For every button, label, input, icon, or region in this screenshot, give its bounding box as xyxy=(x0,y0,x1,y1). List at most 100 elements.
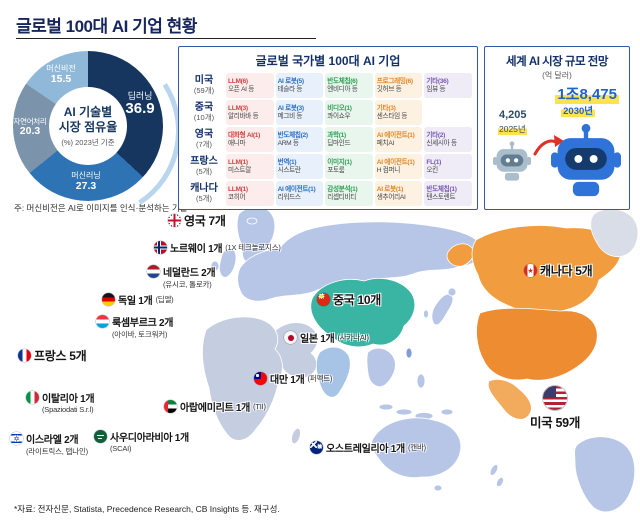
category-cell: AI 에이전트(1) H 컴퍼니 xyxy=(374,154,423,179)
company-name: 알리바바 등 xyxy=(228,112,259,120)
forecast-2030-value: 1조8,475 xyxy=(555,83,619,104)
country-label: 이스라엘 2개 xyxy=(26,435,79,446)
category-name: AI 에이전트(1) xyxy=(277,185,316,193)
category-cell: AI 로봇(5) 테슬라 등 xyxy=(275,73,324,98)
title-underline xyxy=(16,38,316,39)
category-name: LLM(1) xyxy=(228,185,248,193)
country-cell: 프랑스 (5개) xyxy=(184,154,224,179)
forecast-2030-year: 2030년 xyxy=(561,103,595,117)
usa-flag-icon xyxy=(543,386,567,410)
growth-arrow-icon xyxy=(533,135,564,156)
company-name: 깃허브 등 xyxy=(376,85,402,93)
table-row-usa: 미국 (59개) LLM(6) 오픈 AI 등 AI 로봇(5) 테슬라 등 반도체… xyxy=(184,73,472,98)
country-label: 프랑스 5개 xyxy=(34,349,87,363)
donut-footnote: 주: 머신비전은 AI로 이미지를 인식·분석하는 기술 xyxy=(14,203,188,213)
company-name: 엔비디아 등 xyxy=(327,85,358,93)
company-name: 테슬라 등 xyxy=(277,85,303,93)
company-sub: (TII) xyxy=(253,402,266,411)
company-sub: (유시코, 톨로카) xyxy=(163,280,212,289)
company-name: 페치AI xyxy=(376,139,394,147)
region-china xyxy=(310,277,416,348)
region-uk xyxy=(219,248,237,278)
company-name: 포토룸 xyxy=(327,166,345,174)
company-name: ARM 등 xyxy=(277,139,299,147)
germany-flag-icon xyxy=(102,293,115,306)
region-usa xyxy=(476,307,598,381)
japan-flag-icon xyxy=(284,331,297,344)
country-cell: 영국 (7개) xyxy=(184,127,224,152)
category-name: 프로그래밍(6) xyxy=(376,77,413,85)
category-name: AI 로봇(1) xyxy=(376,185,404,193)
category-name: LLM(3) xyxy=(228,104,248,112)
map-label-canada: 캐나다 5개 xyxy=(524,262,593,279)
company-name: 시스트란 xyxy=(277,166,301,174)
category-name: 반도체칩(6) xyxy=(327,77,358,85)
map-label-japan: 일본 1개 (사카나AI) xyxy=(284,330,369,345)
category-cell: 대화형 AI(1) 애니마 xyxy=(226,127,274,152)
forecast-title: 세계 AI 시장 규모 전망 xyxy=(506,56,608,68)
region-indonesia-2 xyxy=(395,408,413,416)
region-taiwan xyxy=(405,347,413,359)
region-nz-north xyxy=(489,464,499,476)
company-name: 생추어리AI xyxy=(376,193,406,201)
table-title: 글로벌 국가별 100대 AI 기업 xyxy=(255,54,401,68)
company-name: 리셉티비티 xyxy=(327,193,357,201)
category-cell: LLM(1) 미스트랄 xyxy=(226,154,274,179)
region-canada xyxy=(471,225,621,315)
country-cell: 미국 (59개) xyxy=(184,73,224,98)
category-cell: AI 로봇(3) 메그비 등 xyxy=(275,100,324,125)
company-name: H 컴퍼니 xyxy=(376,166,401,174)
table-row-china: 중국 (10개) LLM(3) 알리바바 등 AI 로봇(3) 메그비 등 비디오(… xyxy=(184,100,472,125)
category-cell: 기타(3) 센스타임 등 xyxy=(374,100,423,125)
country-cell: 중국 (10개) xyxy=(184,100,224,125)
region-se-asia xyxy=(366,347,396,388)
region-greenland xyxy=(590,208,639,257)
map-label-netherlands: 네덜란드 2개 (유시코, 톨로카) xyxy=(147,264,216,290)
region-eurasia xyxy=(237,221,484,302)
category-name: LLM(6) xyxy=(228,77,248,85)
category-name: 기타(2) xyxy=(426,131,446,139)
netherlands-flag-icon xyxy=(147,265,160,278)
category-name: LLM(1) xyxy=(228,158,248,166)
country-label: 일본 1개 xyxy=(300,334,335,345)
company-name: 오픈 AI 등 xyxy=(228,85,254,93)
category-cell: 반도체칩(6) 엔비디아 등 xyxy=(325,73,373,98)
country-count: (5개) xyxy=(195,193,213,203)
map-label-france: 프랑스 5개 xyxy=(18,347,87,364)
country-label: 룩셈부르크 2개 xyxy=(112,318,174,329)
category-cell: 프로그래밍(6) 깃허브 등 xyxy=(374,73,423,98)
map-label-usa: 미국 59개 xyxy=(518,386,592,431)
category-name: 과학(1) xyxy=(327,131,346,139)
category-name: 비디오(1) xyxy=(327,104,352,112)
company-name: 센스타임 등 xyxy=(376,112,408,120)
saudi-flag-icon xyxy=(94,430,107,443)
category-cell: AI 에이전트(1) 페치AI xyxy=(374,127,423,152)
company-name: 딥마인드 xyxy=(327,139,351,147)
company-sub: (라이트릭스, 탭나인) xyxy=(26,447,88,456)
region-philippines xyxy=(416,373,426,389)
category-cell: AI 에이전트(1) 리워드스 xyxy=(275,181,324,206)
company-sub: (1X 테크놀로지스) xyxy=(225,243,281,252)
uae-flag-icon xyxy=(164,400,177,413)
source-note: *자료: 전자신문, Statista, Precedence Research… xyxy=(14,504,280,514)
region-japan xyxy=(431,293,454,326)
country-label: 캐나다 5개 xyxy=(540,264,593,278)
region-tasmania xyxy=(433,484,443,492)
company-sub: (딥엘) xyxy=(155,295,174,304)
region-cuba xyxy=(539,415,553,421)
company-sub: (Spaziodati S.r.l) xyxy=(42,405,94,414)
company-sub: (아이바, 토크워커) xyxy=(112,330,168,339)
china-flag-icon xyxy=(317,293,330,306)
country-label: 이탈리아 1개 xyxy=(42,394,95,405)
country-count: (5개) xyxy=(195,166,213,176)
country-label: 중국 10개 xyxy=(333,293,382,307)
region-hokkaido xyxy=(447,287,457,297)
company-name: 오킨 xyxy=(426,166,438,174)
map-label-australia: 오스트레일리아 1개 (캔바) xyxy=(310,440,426,455)
map-label-china: 중국 10개 xyxy=(317,291,381,308)
category-name: 반도체칩(2) xyxy=(277,131,309,139)
category-cell: 기타(2) 신세시아 등 xyxy=(424,127,472,152)
italy-flag-icon xyxy=(26,391,39,404)
